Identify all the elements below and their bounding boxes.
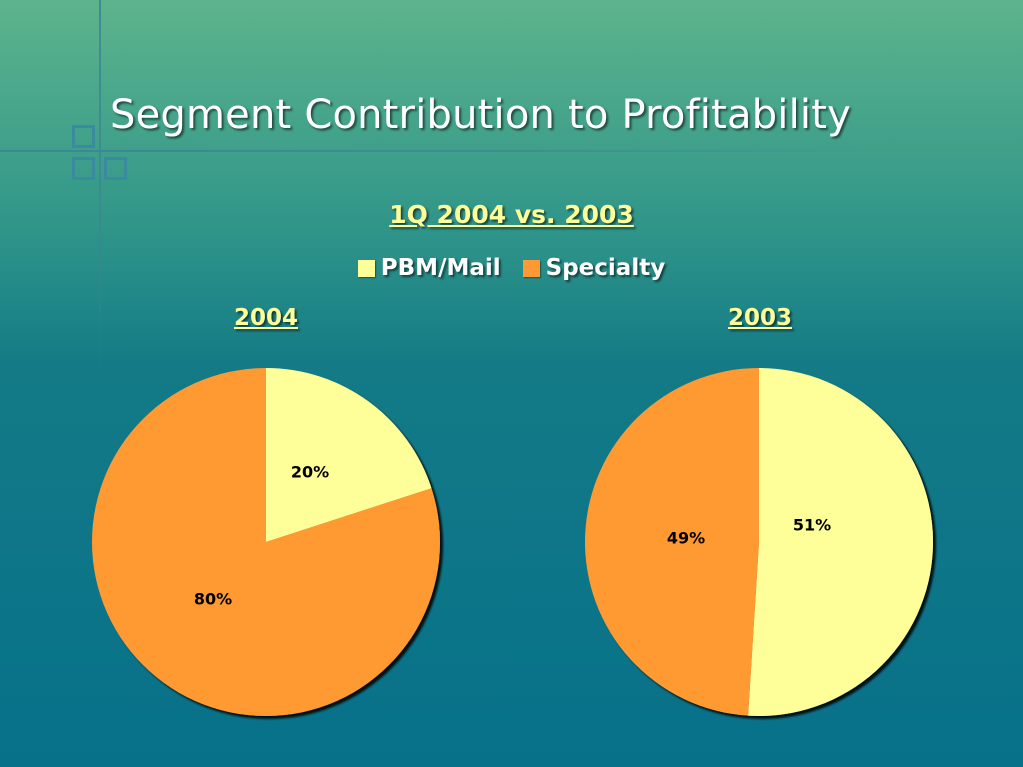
decorative-horizontal-line bbox=[0, 150, 880, 152]
legend-item-pbm-mail: PBM/Mail bbox=[357, 255, 501, 281]
legend-swatch-specialty bbox=[522, 259, 540, 277]
pie-chart-2003: 51% 49% bbox=[584, 368, 933, 716]
pie-title-2004: 2004 bbox=[233, 305, 298, 331]
chart-legend: PBM/Mail Specialty bbox=[0, 255, 1023, 281]
pie-body bbox=[91, 368, 440, 716]
decorative-square-top bbox=[72, 125, 95, 148]
pie-chart-2004: 20% 80% bbox=[91, 368, 440, 716]
pie-slice-pbm-mail bbox=[748, 368, 933, 716]
pie-body bbox=[584, 368, 933, 716]
pie-slice-pbm-mail bbox=[266, 368, 432, 542]
pie-slice-specialty bbox=[91, 368, 440, 716]
pie-data-label-pbm-mail: 51% bbox=[793, 516, 831, 535]
pie-data-label-pbm-mail: 20% bbox=[291, 463, 329, 482]
pie-title-2003: 2003 bbox=[727, 305, 792, 331]
legend-swatch-pbm-mail bbox=[357, 259, 375, 277]
legend-label-pbm-mail: PBM/Mail bbox=[380, 255, 501, 281]
slide-title: Segment Contribution to Profitability bbox=[110, 92, 851, 138]
chart-subtitle: 1Q 2004 vs. 2003 bbox=[389, 200, 634, 229]
decorative-square-bottom-left bbox=[72, 157, 95, 180]
legend-label-specialty: Specialty bbox=[545, 255, 666, 281]
legend-item-specialty: Specialty bbox=[522, 255, 666, 281]
decorative-vertical-line bbox=[99, 0, 101, 370]
pie-data-label-specialty: 49% bbox=[667, 529, 705, 548]
pie-slice-specialty bbox=[584, 368, 759, 716]
pie-data-label-specialty: 80% bbox=[194, 590, 232, 609]
decorative-square-bottom-right bbox=[104, 157, 127, 180]
